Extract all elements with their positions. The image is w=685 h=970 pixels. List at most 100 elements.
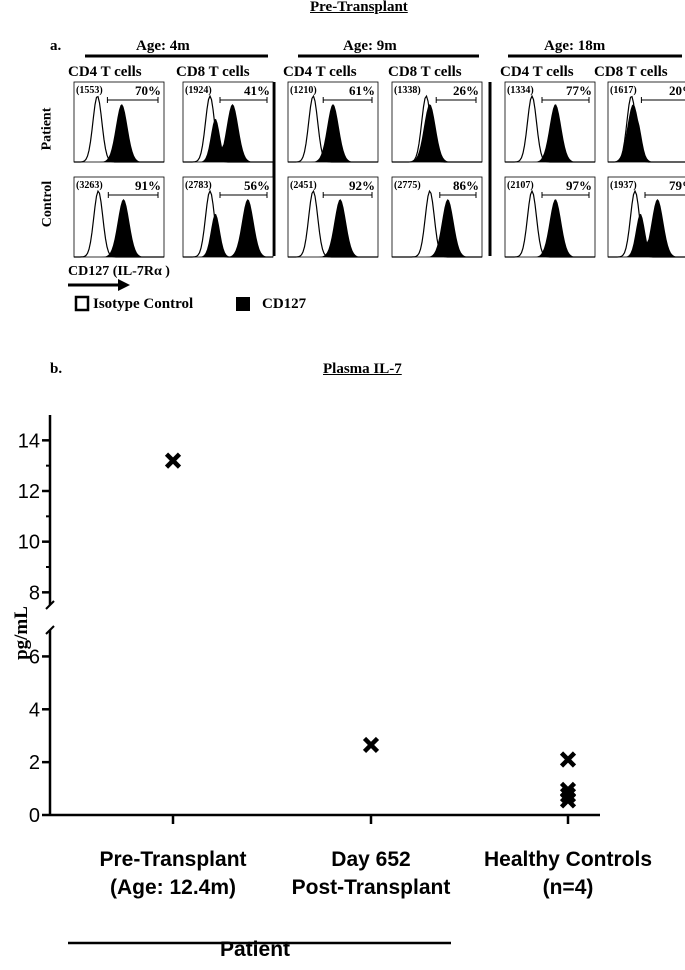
group-separators — [272, 82, 492, 256]
percent-label: 61% — [349, 83, 375, 98]
histogram-panel: (2775) 86% — [391, 176, 483, 258]
mfi-label: (2775) — [394, 180, 421, 191]
legend-isotype-label: Isotype Control — [93, 296, 194, 312]
isotype-histogram — [392, 189, 482, 258]
cd127-histogram — [505, 199, 595, 257]
isotype-histogram — [608, 189, 685, 258]
y-tick-label: 10 — [18, 532, 40, 554]
col-header-9m-cd8: CD8 T cells — [388, 64, 462, 80]
panel-frame — [607, 81, 685, 163]
percent-label: 92% — [349, 178, 375, 193]
legend-isotype-swatch — [74, 295, 90, 312]
mfi-label: (2107) — [507, 180, 534, 191]
isotype-histogram — [74, 189, 164, 258]
histogram-panel: (2107) 97% — [504, 176, 596, 258]
mfi-label: (1937) — [610, 180, 637, 191]
cd127-histogram — [183, 104, 273, 162]
data-point — [164, 452, 182, 469]
y-tick-label: 0 — [29, 805, 40, 827]
isotype-histogram — [608, 95, 685, 163]
cd127-axis-label: CD127 (IL-7Rα ) — [68, 264, 170, 279]
percent-label: 97% — [566, 178, 592, 193]
percent-label: 41% — [244, 83, 270, 98]
mfi-label: (1617) — [610, 85, 637, 96]
axis-break-mark — [45, 600, 55, 610]
cd127-histogram — [608, 104, 685, 162]
percent-label: 91% — [135, 178, 161, 193]
col-header-4m-cd4: CD4 T cells — [68, 64, 142, 80]
mfi-label: (1210) — [290, 85, 317, 96]
cd127-arrow — [68, 279, 130, 291]
y-tick-label: 6 — [29, 646, 40, 668]
percent-label: 26% — [453, 83, 479, 98]
isotype-histogram — [183, 189, 273, 258]
mfi-label: (1553) — [76, 85, 103, 96]
plasma-il7-title: Plasma IL-7 — [323, 361, 402, 377]
isotype-histogram — [505, 189, 595, 258]
cd127-histogram — [74, 199, 164, 257]
age-label-18m: Age: 18m — [544, 38, 606, 54]
legend-cd127-swatch — [236, 297, 250, 311]
percent-label: 79% — [669, 178, 685, 193]
isotype-histogram — [183, 94, 273, 163]
mfi-label: (2451) — [290, 180, 317, 191]
y-tick-label: 12 — [18, 481, 40, 503]
histogram-panel: (2451) 92% — [287, 176, 379, 258]
panel-a-label: a. — [50, 38, 62, 54]
histogram-grid: (1553) 70% (1924) 41% (3263) 91% (2783) 56% (121… — [73, 81, 685, 258]
data-point — [559, 787, 577, 804]
col-header-18m-cd8: CD8 T cells — [594, 64, 668, 80]
percent-label: 70% — [135, 83, 161, 98]
col-header-9m-cd4: CD4 T cells — [283, 64, 357, 80]
isotype-histogram — [288, 94, 378, 163]
legend-cd127-label: CD127 — [262, 296, 307, 312]
cd127-histogram — [288, 199, 378, 257]
histogram-panel: (3263) 91% — [73, 176, 165, 258]
histogram-panel: (1937) 79% — [607, 176, 685, 258]
isotype-histogram — [288, 189, 378, 258]
y-tick-label: 8 — [29, 582, 40, 604]
cd127-histogram — [608, 199, 685, 257]
x-category-label: Healthy Controls (n=4) — [483, 848, 653, 899]
cd127-histogram — [74, 104, 164, 162]
histogram-panel: (1210) 61% — [287, 81, 379, 163]
mfi-label: (1924) — [185, 85, 212, 96]
x-category-label: Day 652 Post-Transplant — [291, 848, 451, 899]
histogram-panel: (1924) 41% — [182, 81, 274, 163]
mfi-label: (1334) — [507, 85, 534, 96]
scatter-plot: 0 2 4 6 8 10 12 14 — [18, 415, 600, 827]
y-tick-label: 14 — [18, 430, 40, 452]
panel-frame — [391, 176, 483, 258]
y-tick-label: 2 — [29, 752, 40, 774]
percent-label: 56% — [244, 178, 270, 193]
age-label-9m: Age: 9m — [343, 38, 397, 54]
isotype-histogram — [74, 95, 164, 163]
mfi-label: (2783) — [185, 180, 212, 191]
percent-label: 20% — [669, 83, 685, 98]
col-header-18m-cd4: CD4 T cells — [500, 64, 574, 80]
cd127-histogram — [183, 199, 273, 257]
figure-title: Pre-Transplant — [310, 0, 408, 15]
data-point — [559, 751, 577, 768]
cd127-histogram — [505, 104, 595, 162]
age-label-4m: Age: 4m — [136, 38, 190, 54]
histogram-panel: (1338) 26% — [391, 81, 483, 163]
histogram-panel: (1334) 77% — [504, 81, 596, 163]
percent-label: 77% — [566, 83, 592, 98]
isotype-histogram — [392, 94, 482, 163]
x-category-label: Pre-Transplant (Age: 12.4m) — [99, 848, 247, 899]
y-tick-label: 4 — [29, 699, 40, 721]
mfi-label: (1338) — [394, 85, 421, 96]
data-point — [559, 792, 577, 809]
cd127-histogram — [392, 104, 482, 162]
panel-frame — [182, 176, 274, 258]
data-point — [362, 736, 380, 754]
histogram-panel: (1553) 70% — [73, 81, 165, 163]
panel-b-label: b. — [50, 361, 63, 377]
cd127-histogram — [288, 104, 378, 162]
mfi-label: (3263) — [76, 180, 103, 191]
percent-label: 86% — [453, 178, 479, 193]
axis-break-mark — [45, 625, 55, 635]
isotype-histogram — [505, 94, 595, 163]
